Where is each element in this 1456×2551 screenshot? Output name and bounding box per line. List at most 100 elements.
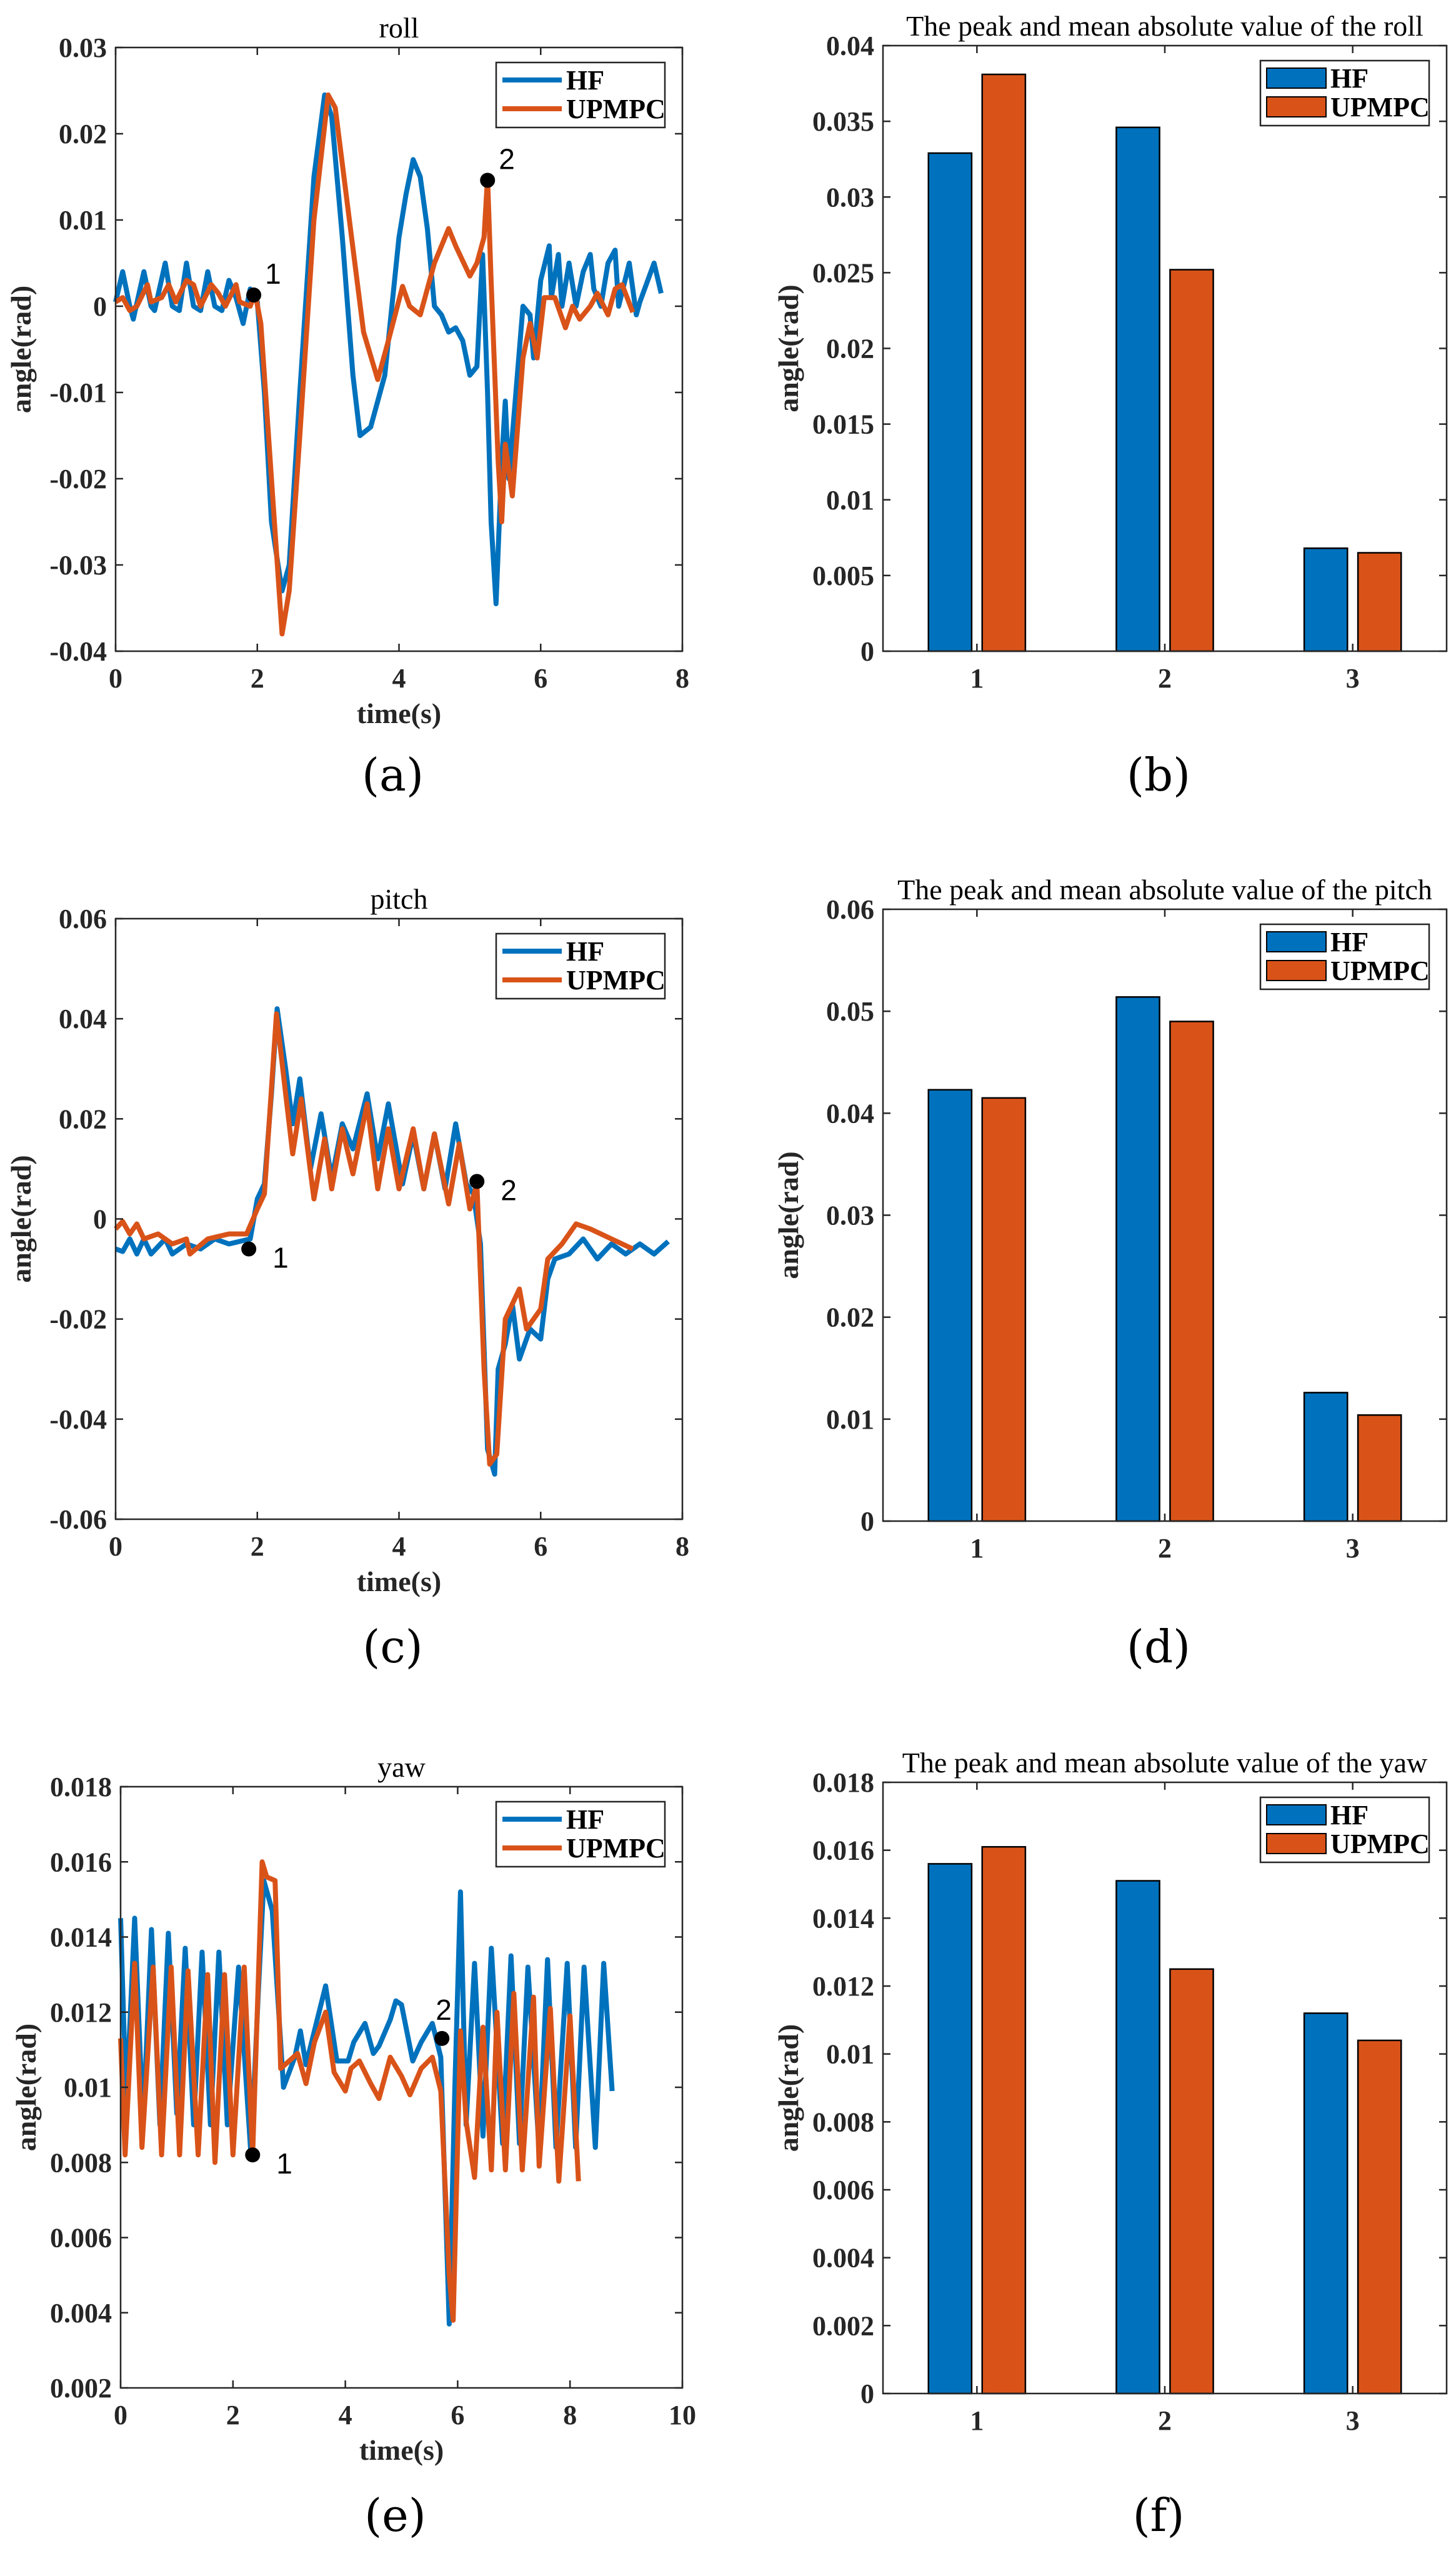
x-tick-label: 0 [109,1531,122,1562]
legend-label-hf: HF [1330,927,1369,957]
y-tick-label: 0 [93,291,107,322]
x-tick-label: 6 [534,1531,547,1562]
series-line-upmpc [118,1859,581,2323]
y-tick-label: 0.03 [59,32,107,63]
bar-upmpc-3 [1357,2039,1402,2395]
series-line-upmpc [114,92,636,637]
plot-area [883,1782,1447,2394]
y-tick-label: 0.01 [826,2039,874,2070]
y-tick-label: 0.04 [826,1098,874,1129]
y-tick-label: 0.06 [59,904,107,934]
chart-title: The peak and mean absolute value of the … [906,10,1424,42]
y-tick-label: 0.01 [64,2072,112,2103]
y-tick-label: 0.006 [812,2175,874,2205]
legend-swatch-hf [1266,931,1327,952]
x-tick-label: 2 [1158,1533,1172,1564]
legend-swatch-hf [1266,1804,1327,1825]
x-tick-label: 8 [676,1531,689,1562]
x-tick-label: 6 [451,2400,464,2430]
y-tick-label: 0.008 [50,2147,112,2178]
y-tick-label: 0.01 [59,205,107,236]
y-tick-label: 0.018 [50,1772,112,1802]
bar-hf-2 [1115,1880,1160,2395]
x-axis-label: time(s) [357,1565,441,1597]
legend-swatch-upmpc [1266,1833,1327,1854]
annotation-marker [434,2030,450,2046]
y-tick-label: 0.018 [812,1767,874,1798]
legend-label-upmpc: UPMPC [566,1833,666,1864]
y-tick-label: -0.01 [49,377,107,408]
y-tick-label: 0.012 [50,1997,112,2028]
annotation-label: 2 [499,143,515,176]
bar-hf-2 [1115,126,1160,652]
chart-title: roll [379,12,419,44]
x-tick-label: 8 [563,2400,577,2430]
bar-upmpc-3 [1357,552,1402,652]
legend-label-hf: HF [1330,63,1369,94]
y-tick-label: 0 [93,1204,107,1235]
y-tick-label: 0.01 [826,485,874,516]
y-tick-label: 0.03 [826,182,874,212]
bar-hf-1 [927,1863,973,2395]
legend-swatch-hf [1266,67,1327,89]
x-tick-label: 10 [669,2400,696,2430]
x-tick-label: 2 [226,2400,240,2430]
annotation-label: 1 [265,257,281,290]
x-axis-label: time(s) [357,697,441,729]
bar-hf-1 [927,1089,973,1522]
x-tick-label: 3 [1346,2405,1360,2436]
y-tick-label: 0.004 [812,2243,874,2274]
y-tick-label: 0.01 [826,1404,874,1435]
y-tick-label: 0.04 [59,1004,107,1034]
x-tick-label: 0 [114,2400,127,2430]
y-tick-label: 0.02 [826,1302,874,1333]
plot-area [116,919,682,1519]
series-line-hf [113,92,664,607]
annotation-label: 1 [272,1242,289,1274]
annotation-label: 2 [501,1174,517,1206]
legend-label-hf: HF [566,1804,604,1835]
legend-label-upmpc: UPMPC [1330,92,1430,122]
y-tick-label: 0.012 [812,1971,874,2002]
x-tick-label: 4 [392,1531,406,1562]
bar-hf-3 [1303,1392,1349,1522]
y-axis-label: angle(rad) [5,286,37,413]
y-tick-label: 0.04 [826,31,874,61]
y-tick-label: 0.002 [50,2373,112,2404]
y-tick-label: 0.05 [826,996,874,1027]
x-tick-label: 1 [970,1533,984,1564]
x-tick-label: 4 [392,663,406,694]
x-tick-label: 8 [676,663,689,694]
legend-swatch-upmpc [1266,96,1327,117]
y-tick-label: 0.014 [50,1922,112,1953]
y-axis-label: angle(rad) [5,1155,37,1282]
bar-upmpc-2 [1169,1021,1214,1522]
y-tick-label: 0 [860,1506,874,1537]
legend-label-hf: HF [566,936,604,967]
y-tick-label: 0.06 [826,894,874,925]
legend-label-upmpc: UPMPC [566,94,666,124]
y-tick-label: 0.015 [812,409,874,440]
plot-area [883,909,1447,1521]
legend-box [495,932,666,1000]
panel-caption: (f) [1133,2489,1185,2542]
annotation-label: 2 [436,1994,452,2026]
bar-hf-2 [1115,996,1160,1522]
annotation-marker [480,172,496,188]
legend-label-hf: HF [566,65,604,96]
annotation-marker [241,1241,257,1257]
chart-title: pitch [371,883,428,915]
y-tick-label: 0.002 [812,2310,874,2341]
x-tick-label: 3 [1346,663,1360,694]
x-tick-label: 1 [970,2405,984,2436]
y-tick-label: 0.025 [812,257,874,288]
bar-hf-3 [1303,547,1349,652]
y-tick-label: 0.02 [826,334,874,364]
legend-box [495,61,666,129]
y-tick-label: 0.02 [59,1104,107,1134]
y-tick-label: -0.04 [49,636,107,667]
